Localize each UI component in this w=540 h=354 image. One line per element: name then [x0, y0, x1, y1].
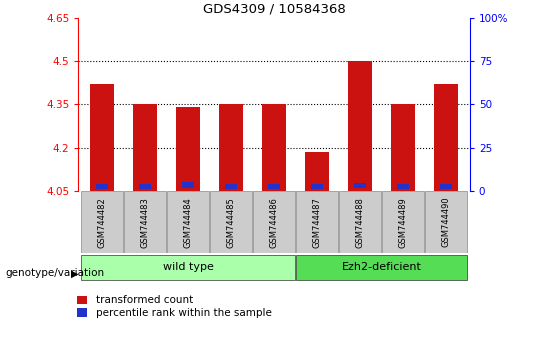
Bar	[139, 184, 151, 189]
Bar	[225, 184, 237, 189]
Text: Ezh2-deficient: Ezh2-deficient	[342, 262, 422, 272]
Legend: transformed count, percentile rank within the sample: transformed count, percentile rank withi…	[77, 296, 272, 318]
Bar	[96, 184, 108, 189]
Text: GSM744490: GSM744490	[442, 197, 451, 247]
Text: GSM744482: GSM744482	[97, 197, 106, 247]
Bar	[382, 191, 424, 253]
Bar	[268, 184, 280, 189]
Text: GSM744488: GSM744488	[356, 197, 364, 247]
Bar	[440, 184, 452, 189]
Bar	[296, 191, 338, 253]
Text: GSM744483: GSM744483	[140, 197, 150, 247]
Text: GSM744486: GSM744486	[269, 197, 279, 247]
Bar	[90, 84, 114, 191]
Text: ▶: ▶	[71, 268, 78, 278]
Title: GDS4309 / 10584368: GDS4309 / 10584368	[202, 2, 346, 15]
Bar	[296, 255, 467, 280]
Bar	[133, 104, 157, 191]
Text: GSM744489: GSM744489	[399, 197, 408, 247]
Text: GSM744484: GSM744484	[184, 197, 192, 247]
Bar	[262, 104, 286, 191]
Bar	[219, 104, 243, 191]
Bar	[392, 104, 415, 191]
Bar	[182, 182, 194, 188]
Text: wild type: wild type	[163, 262, 213, 272]
Bar	[348, 61, 372, 191]
Bar	[167, 191, 208, 253]
Bar	[82, 191, 123, 253]
Bar	[305, 152, 329, 191]
Bar	[311, 184, 323, 189]
Bar	[176, 107, 200, 191]
Bar	[124, 191, 166, 253]
Bar	[211, 191, 252, 253]
Bar	[426, 191, 467, 253]
Bar	[434, 84, 458, 191]
Bar	[82, 255, 295, 280]
Text: GSM744487: GSM744487	[313, 197, 322, 247]
Bar	[253, 191, 295, 253]
Bar	[397, 184, 409, 189]
Bar	[354, 183, 366, 188]
Text: genotype/variation: genotype/variation	[5, 268, 105, 278]
Bar	[340, 191, 381, 253]
Text: GSM744485: GSM744485	[226, 197, 235, 247]
